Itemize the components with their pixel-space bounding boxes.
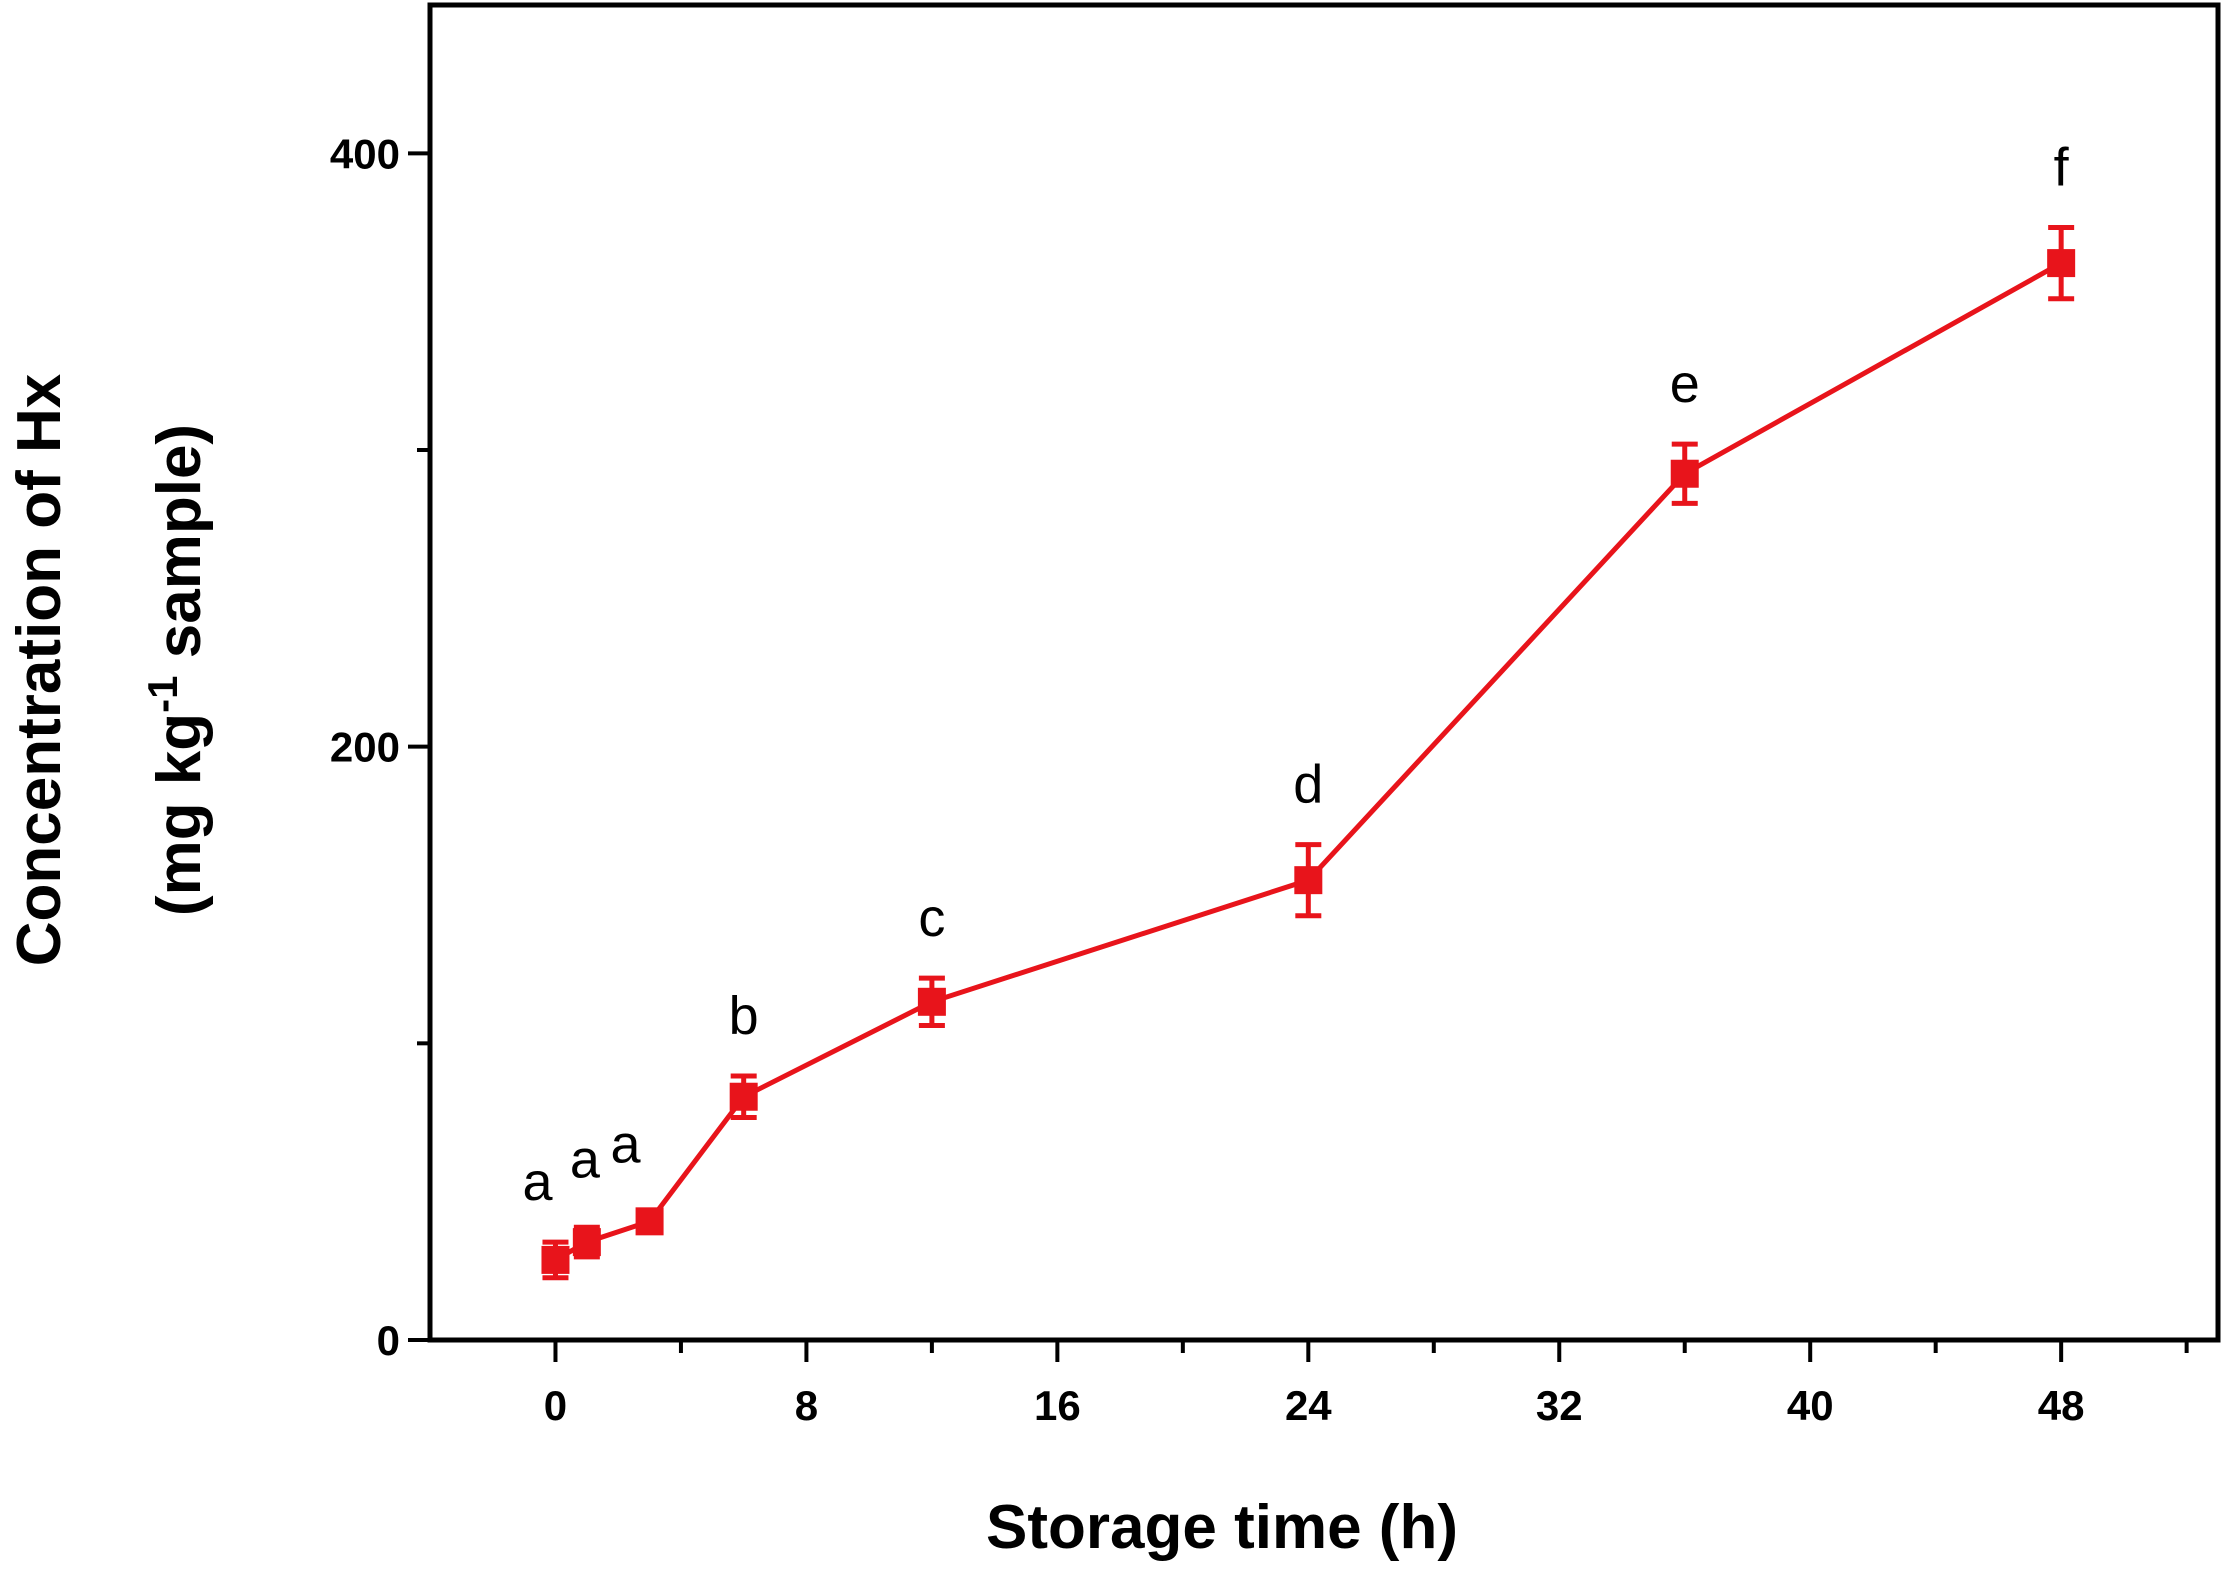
data-point (1670, 459, 1699, 488)
y-axis-title-line1: Concentration of Hx (5, 373, 74, 966)
y-axis-unit-prefix: (mg kg (145, 713, 214, 916)
x-tick-label: 8 (795, 1382, 818, 1429)
y-axis-unit-suffix: sample) (145, 424, 214, 676)
data-series (541, 225, 2076, 1281)
significance-label: a (522, 1152, 553, 1212)
significance-label: f (2054, 138, 2070, 198)
y-tick-label: 200 (330, 724, 400, 771)
x-tick-label: 32 (1536, 1382, 1583, 1429)
data-point (572, 1228, 601, 1257)
y-axis-title-line2: (mg kg-1 sample) (139, 424, 215, 916)
significance-label: c (918, 888, 945, 948)
data-point (2047, 249, 2076, 278)
plot-frame (427, 2, 2221, 1343)
data-point (917, 987, 946, 1016)
data-point (635, 1207, 664, 1236)
data-point (729, 1082, 758, 1111)
x-tick-label: 48 (2038, 1382, 2085, 1429)
significance-label: b (729, 986, 759, 1046)
x-tick-label: 40 (1787, 1382, 1834, 1429)
y-axis-title: Concentration of Hx (mg kg-1 sample) (5, 373, 214, 966)
x-axis: 0 8 16 24 32 40 48 (544, 1340, 2189, 1429)
y-axis-unit-superscript: -1 (139, 675, 186, 712)
x-tick-label: 0 (544, 1382, 567, 1429)
y-tick-label: 0 (377, 1317, 400, 1364)
y-axis: 0 200 400 (330, 130, 430, 1364)
significance-label: a (570, 1129, 601, 1189)
x-axis-title: Storage time (h) (986, 1493, 1458, 1562)
y-tick-label: 400 (330, 130, 400, 177)
significance-label: d (1293, 755, 1323, 815)
x-tick-label: 16 (1034, 1382, 1081, 1429)
significance-label: a (611, 1114, 642, 1174)
significance-label: e (1670, 354, 1700, 414)
significance-labels: a a a b c d e f (522, 138, 2069, 1213)
data-point (1294, 866, 1323, 895)
data-point (541, 1245, 570, 1274)
x-tick-label: 24 (1285, 1382, 1332, 1429)
